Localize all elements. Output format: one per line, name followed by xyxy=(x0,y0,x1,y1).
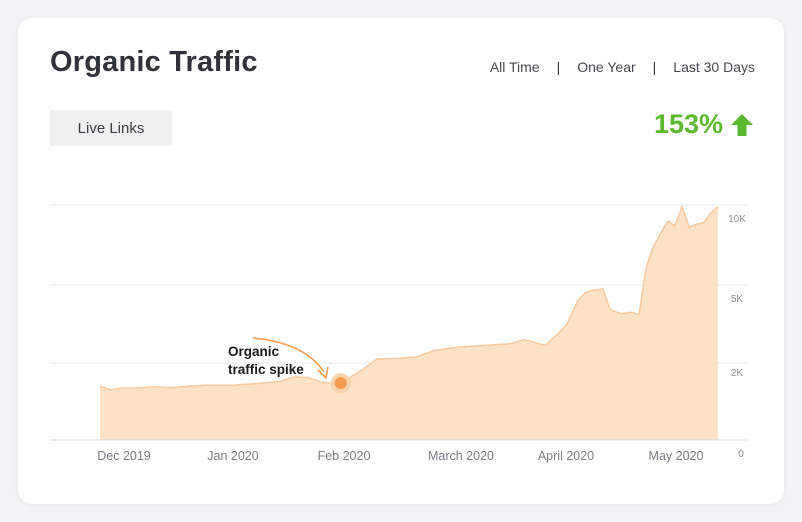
page-title: Organic Traffic xyxy=(50,46,258,78)
y-tick-label: 5K xyxy=(731,294,744,305)
live-links-button[interactable]: Live Links xyxy=(50,110,172,146)
growth-value: 153% xyxy=(653,109,723,139)
growth-indicator: 153% xyxy=(654,109,755,140)
arrow-up-icon xyxy=(731,113,753,136)
annotation-arrow xyxy=(252,337,325,373)
range-last-30-days[interactable]: Last 30 Days xyxy=(673,59,755,75)
x-tick-label: May 2020 xyxy=(649,449,704,463)
x-tick-label: Dec 2019 xyxy=(97,449,151,463)
x-tick-label: April 2020 xyxy=(538,449,594,463)
spike-marker xyxy=(334,377,347,390)
range-separator: | xyxy=(556,59,561,75)
annotation-text-line1: Organic xyxy=(228,344,280,359)
range-filter-group: All Time | One Year | Last 30 Days xyxy=(490,59,755,75)
x-tick-label: Jan 2020 xyxy=(207,449,258,463)
y-tick-label: 10K xyxy=(728,214,746,225)
annotation-text-line2: traffic spike xyxy=(228,362,304,377)
range-all-time[interactable]: All Time xyxy=(489,59,540,75)
y-tick-label: 0 xyxy=(738,449,744,460)
traffic-area xyxy=(100,206,718,440)
traffic-line xyxy=(99,204,719,391)
x-tick-label: March 2020 xyxy=(428,449,494,463)
x-tick-label: Feb 2020 xyxy=(318,449,371,463)
y-tick-label: 2K xyxy=(731,368,744,379)
range-separator: | xyxy=(652,59,657,75)
range-one-year[interactable]: One Year xyxy=(577,59,636,75)
annotation-arrowhead xyxy=(317,366,329,379)
